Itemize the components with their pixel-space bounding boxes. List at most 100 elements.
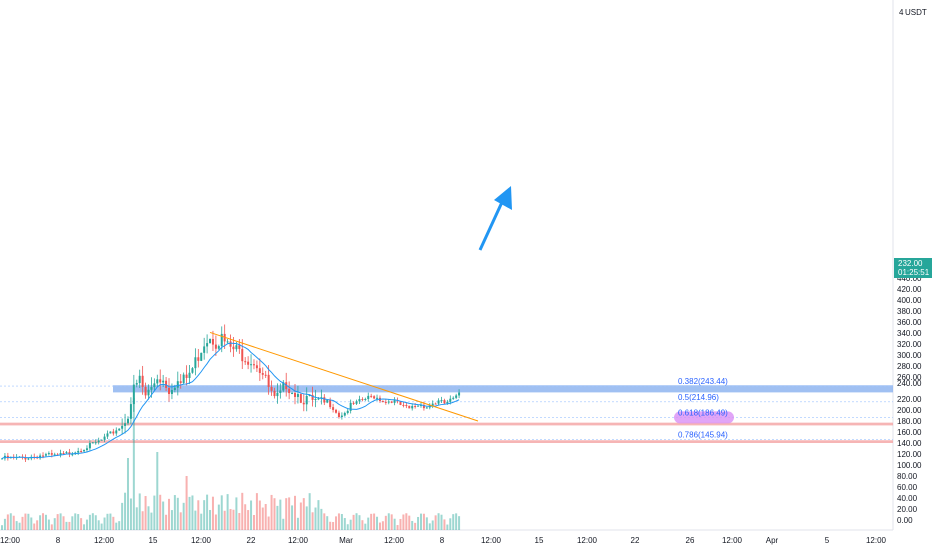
scale-indicator: 4 bbox=[899, 8, 904, 17]
price-tick-label: 280.00 bbox=[897, 362, 922, 371]
volume-bar bbox=[352, 514, 355, 530]
candle-body bbox=[62, 453, 65, 455]
candle-body bbox=[53, 454, 56, 456]
candle-body bbox=[258, 368, 261, 374]
candle-body bbox=[381, 401, 384, 403]
time-axis[interactable]: 12:00 8 12:00 15 12:00 22 12:00 Mar 12:00 8 12:00 1… bbox=[0, 536, 887, 545]
candle-body bbox=[88, 443, 91, 449]
volume-bar bbox=[132, 398, 135, 530]
volume-bar bbox=[340, 514, 343, 530]
candle-body bbox=[305, 395, 308, 405]
time-tick-label: 8 bbox=[56, 536, 61, 545]
time-tick-label: 12:00 bbox=[481, 536, 502, 545]
candle-body bbox=[226, 341, 229, 343]
upward-arrow-icon[interactable] bbox=[478, 186, 512, 251]
volume-bar bbox=[264, 503, 267, 530]
volume-bar bbox=[355, 513, 358, 530]
volume-bar bbox=[452, 514, 455, 530]
volume-bar bbox=[446, 524, 449, 530]
time-tick-label: 15 bbox=[149, 536, 158, 545]
volume-bar bbox=[282, 518, 285, 530]
volume-bar bbox=[88, 514, 91, 530]
time-tick-label: Mar bbox=[339, 536, 353, 545]
time-tick-label: 15 bbox=[535, 536, 544, 545]
volume-bar bbox=[118, 521, 121, 530]
volume-bar bbox=[261, 507, 264, 530]
zone-support-1[interactable] bbox=[0, 422, 893, 426]
volume-bar bbox=[320, 508, 323, 530]
volume-bar bbox=[162, 501, 165, 530]
candle-body bbox=[279, 390, 282, 393]
candle-body bbox=[100, 439, 103, 441]
volume-bar bbox=[247, 510, 250, 530]
candle-body bbox=[367, 395, 370, 399]
price-axis[interactable]: 0.00 20.00 40.00 60.00 80.00 100.00 120.00 140.… bbox=[897, 274, 922, 525]
candle-body bbox=[83, 449, 86, 452]
candle-body bbox=[153, 383, 156, 388]
volume-bar bbox=[138, 493, 141, 530]
volume-bar bbox=[428, 523, 431, 530]
volume-bar bbox=[173, 495, 176, 530]
candle-body bbox=[390, 401, 393, 403]
zone-support-2[interactable] bbox=[0, 440, 893, 443]
candle-body bbox=[317, 398, 320, 400]
moving-average-line bbox=[1, 342, 460, 459]
volume-bar bbox=[425, 517, 428, 530]
volume-bar bbox=[437, 513, 440, 530]
volume-bar bbox=[299, 502, 302, 530]
price-tag-box bbox=[894, 258, 932, 278]
volume-bar bbox=[405, 513, 408, 530]
candle-body bbox=[1, 458, 3, 460]
candle-body bbox=[276, 392, 279, 397]
volume-bar bbox=[255, 493, 258, 530]
candle-body bbox=[308, 394, 311, 396]
candle-body bbox=[340, 415, 343, 417]
volume-bar bbox=[80, 518, 83, 530]
price-tick-label: 140.00 bbox=[897, 439, 922, 448]
volume-bar bbox=[185, 476, 188, 530]
candle-body bbox=[296, 394, 299, 397]
volume-bar bbox=[238, 512, 241, 530]
candle-body bbox=[355, 401, 358, 404]
volume-bar bbox=[153, 495, 156, 530]
volume-bar bbox=[85, 519, 88, 530]
candle-body bbox=[156, 379, 159, 384]
volume-bar bbox=[244, 504, 247, 530]
volume-bar bbox=[100, 523, 103, 530]
volume-bar bbox=[376, 516, 379, 530]
candle-body bbox=[425, 407, 428, 409]
volume-bar bbox=[217, 504, 220, 530]
volume-bar bbox=[384, 515, 387, 530]
volume-bar bbox=[279, 499, 282, 530]
candle-body bbox=[282, 382, 285, 391]
volume-bar bbox=[396, 525, 399, 530]
volume-bar bbox=[411, 520, 414, 530]
price-tick-label: 60.00 bbox=[897, 483, 918, 492]
volume-bar bbox=[150, 512, 153, 530]
candle-body bbox=[370, 395, 373, 397]
price-tick-label: 160.00 bbox=[897, 428, 922, 437]
volume-bar bbox=[103, 517, 106, 530]
volume-bar bbox=[71, 516, 74, 530]
candle-body bbox=[288, 389, 291, 394]
descending-trendline[interactable] bbox=[209, 331, 479, 422]
volume-bar bbox=[267, 516, 270, 530]
candle-body bbox=[24, 457, 27, 460]
volume-bar bbox=[455, 513, 458, 530]
volume-bar bbox=[332, 522, 335, 530]
volume-bar bbox=[387, 513, 390, 530]
volume-bar bbox=[329, 521, 332, 530]
volume-bar bbox=[68, 521, 71, 530]
time-tick-label: 12:00 bbox=[866, 536, 887, 545]
time-tick-label: 12:00 bbox=[288, 536, 309, 545]
candle-body bbox=[109, 431, 112, 434]
price-tick-label: 400.00 bbox=[897, 296, 922, 305]
volume-bar bbox=[144, 496, 147, 530]
volume-bar bbox=[176, 497, 179, 530]
zone-resistance[interactable] bbox=[113, 385, 893, 393]
candle-body bbox=[399, 401, 402, 405]
candle-body bbox=[214, 344, 217, 349]
candle-body bbox=[294, 393, 296, 397]
price-tick-label: 20.00 bbox=[897, 505, 918, 514]
